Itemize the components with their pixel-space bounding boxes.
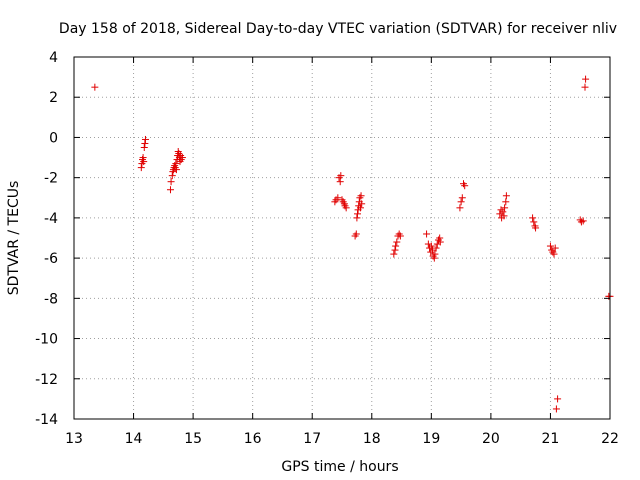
y-tick-label: -6 <box>44 251 58 267</box>
data-point <box>530 218 538 226</box>
axis-ticks <box>73 56 611 420</box>
data-point <box>461 182 469 190</box>
data-point <box>529 214 537 222</box>
data-point <box>168 172 176 180</box>
data-point <box>552 405 560 413</box>
x-tick-label: 14 <box>125 431 143 447</box>
y-tick-label: -12 <box>35 372 58 388</box>
x-tick-label: 18 <box>363 431 381 447</box>
x-tick-label: 15 <box>184 431 202 447</box>
data-point <box>577 218 585 226</box>
data-point <box>582 75 590 83</box>
data-point <box>457 198 465 206</box>
data-point <box>579 217 587 225</box>
data-point <box>432 244 440 252</box>
data-point <box>396 232 404 240</box>
data-point <box>431 250 439 258</box>
data-point <box>502 192 510 200</box>
data-point <box>581 83 589 91</box>
data-point <box>456 204 464 212</box>
data-point <box>501 204 509 212</box>
data-point <box>458 194 466 202</box>
data-point <box>436 234 444 242</box>
grid <box>74 57 610 419</box>
data-point <box>391 246 399 254</box>
data-point <box>356 204 364 212</box>
x-axis-label: GPS time / hours <box>281 459 398 475</box>
data-point <box>336 178 344 186</box>
data-point <box>91 83 99 91</box>
y-tick-label: -4 <box>44 211 58 227</box>
data-point <box>393 238 401 246</box>
y-tick-label: 0 <box>49 130 58 146</box>
y-tick-labels: 4 2 0 -2 -4 -6 -8 -10 -12 -14 <box>35 50 58 428</box>
data-point <box>166 186 174 194</box>
data-point <box>436 238 444 246</box>
data-point <box>141 139 149 147</box>
x-tick-label: 13 <box>65 431 83 447</box>
y-tick-label: -14 <box>35 412 58 428</box>
y-axis-label: SDTVAR / TECUs <box>6 181 22 296</box>
x-tick-label: 21 <box>542 431 560 447</box>
data-point <box>342 204 350 212</box>
data-point <box>551 244 559 252</box>
y-tick-label: 4 <box>49 50 58 66</box>
data-points <box>91 75 614 413</box>
data-point <box>137 164 145 172</box>
data-point <box>167 178 175 186</box>
x-tick-label: 20 <box>482 431 500 447</box>
data-point <box>502 198 510 206</box>
x-tick-label: 16 <box>244 431 262 447</box>
data-point <box>430 254 438 262</box>
data-point <box>554 395 562 403</box>
y-tick-label: -8 <box>44 291 58 307</box>
data-point <box>334 194 342 202</box>
data-point <box>500 212 508 220</box>
data-point <box>178 154 186 162</box>
y-tick-label: -10 <box>35 332 58 348</box>
chart-title: Day 158 of 2018, Sidereal Day-to-day VTE… <box>59 21 617 37</box>
data-point <box>532 224 540 232</box>
data-point <box>423 230 431 238</box>
data-point <box>390 250 398 258</box>
data-point <box>141 135 149 143</box>
data-point <box>337 172 345 180</box>
data-point <box>546 242 554 250</box>
y-tick-label: -2 <box>44 171 58 187</box>
data-point <box>172 166 180 174</box>
data-point <box>499 208 507 216</box>
data-point <box>140 158 148 166</box>
data-point <box>392 242 400 250</box>
data-point <box>427 242 435 250</box>
x-tick-label: 19 <box>422 431 440 447</box>
y-tick-label: 2 <box>49 90 58 106</box>
data-point <box>353 214 361 222</box>
data-point <box>352 230 360 238</box>
x-tick-label: 17 <box>303 431 321 447</box>
plot-frame <box>73 56 611 420</box>
data-point <box>357 192 365 200</box>
data-point <box>353 210 361 218</box>
data-point <box>140 144 148 151</box>
data-point <box>550 250 558 258</box>
x-tick-label: 22 <box>601 431 619 447</box>
data-point <box>429 246 437 254</box>
data-point <box>172 160 180 168</box>
x-tick-labels: 13 14 15 16 17 18 19 20 21 22 <box>65 431 619 447</box>
data-point <box>358 200 366 208</box>
data-point <box>139 154 147 162</box>
